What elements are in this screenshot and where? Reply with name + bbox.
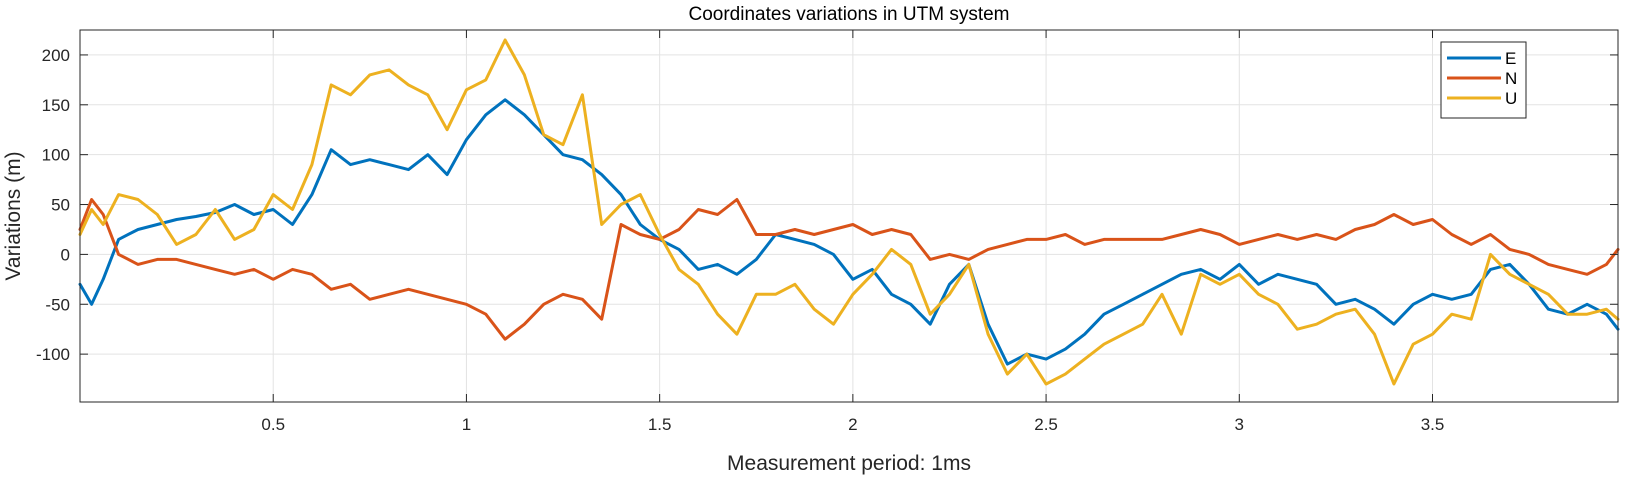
y-tick-label: 200	[42, 46, 70, 65]
legend-box	[1440, 41, 1527, 119]
y-tick-label: 50	[51, 196, 70, 215]
x-tick-label: 3	[1235, 415, 1244, 434]
legend-label-U: U	[1505, 89, 1517, 108]
x-tick-label: 1	[462, 415, 471, 434]
x-tick-label: 2	[848, 415, 857, 434]
series-layer	[78, 38, 1620, 386]
plot-background	[80, 30, 1618, 402]
axis-ticks: 0.5 1 1.5 2 2.5 3 3.5 -100 -50 0 50 100 150 200	[36, 30, 1618, 434]
y-tick-label: 150	[42, 96, 70, 115]
y-tick-label: 100	[42, 146, 70, 165]
y-tick-label: 0	[61, 245, 70, 264]
plot-frame	[79, 29, 1619, 403]
series-line-E	[78, 98, 1620, 366]
series-line-N	[78, 198, 1620, 341]
series-line-U	[78, 38, 1620, 386]
x-axis-label: Measurement period: 1ms	[727, 452, 971, 475]
legend-label-E: E	[1505, 49, 1516, 68]
chart-title: Coordinates variations in UTM system	[689, 4, 1010, 25]
x-tick-label: 2.5	[1034, 415, 1058, 434]
legend-label-N: N	[1505, 69, 1517, 88]
legend: ENU	[1440, 41, 1527, 119]
x-tick-label: 3.5	[1421, 415, 1445, 434]
x-tick-label: 1.5	[648, 415, 672, 434]
y-axis-label: Variations (m)	[2, 151, 25, 280]
y-tick-label: -50	[45, 295, 70, 314]
x-tick-label: 0.5	[261, 415, 285, 434]
y-tick-label: -100	[36, 345, 70, 364]
